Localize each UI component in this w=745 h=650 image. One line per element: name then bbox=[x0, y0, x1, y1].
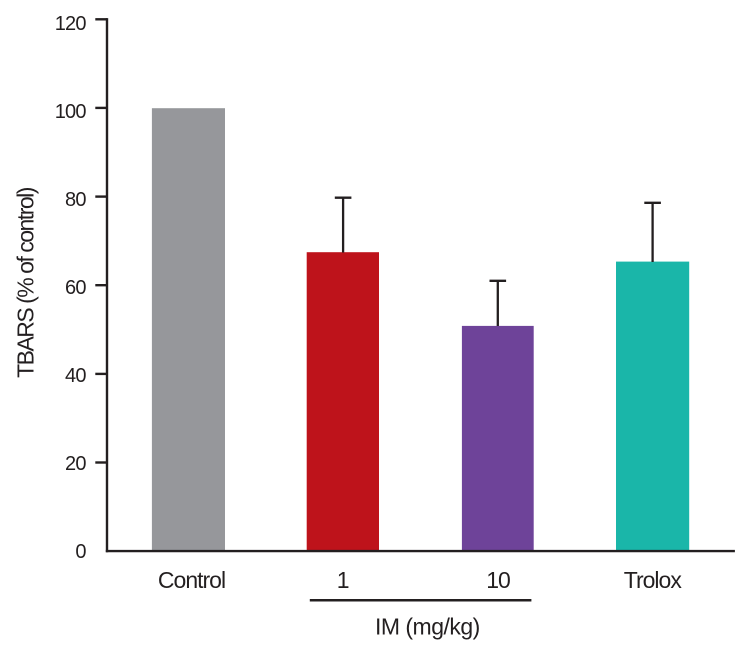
svg-text:100: 100 bbox=[55, 101, 87, 123]
svg-text:60: 60 bbox=[65, 277, 86, 299]
svg-text:120: 120 bbox=[55, 13, 87, 35]
svg-text:20: 20 bbox=[65, 453, 86, 475]
svg-text:1: 1 bbox=[337, 567, 349, 593]
svg-text:TBARS (% of control): TBARS (% of control) bbox=[13, 187, 39, 378]
svg-text:Trolox: Trolox bbox=[624, 567, 683, 593]
svg-text:10: 10 bbox=[486, 567, 510, 593]
svg-text:Control: Control bbox=[158, 567, 225, 593]
svg-text:80: 80 bbox=[65, 189, 86, 211]
svg-text:0: 0 bbox=[75, 541, 86, 563]
svg-text:IM (mg/kg): IM (mg/kg) bbox=[375, 614, 480, 640]
svg-text:40: 40 bbox=[65, 365, 86, 387]
